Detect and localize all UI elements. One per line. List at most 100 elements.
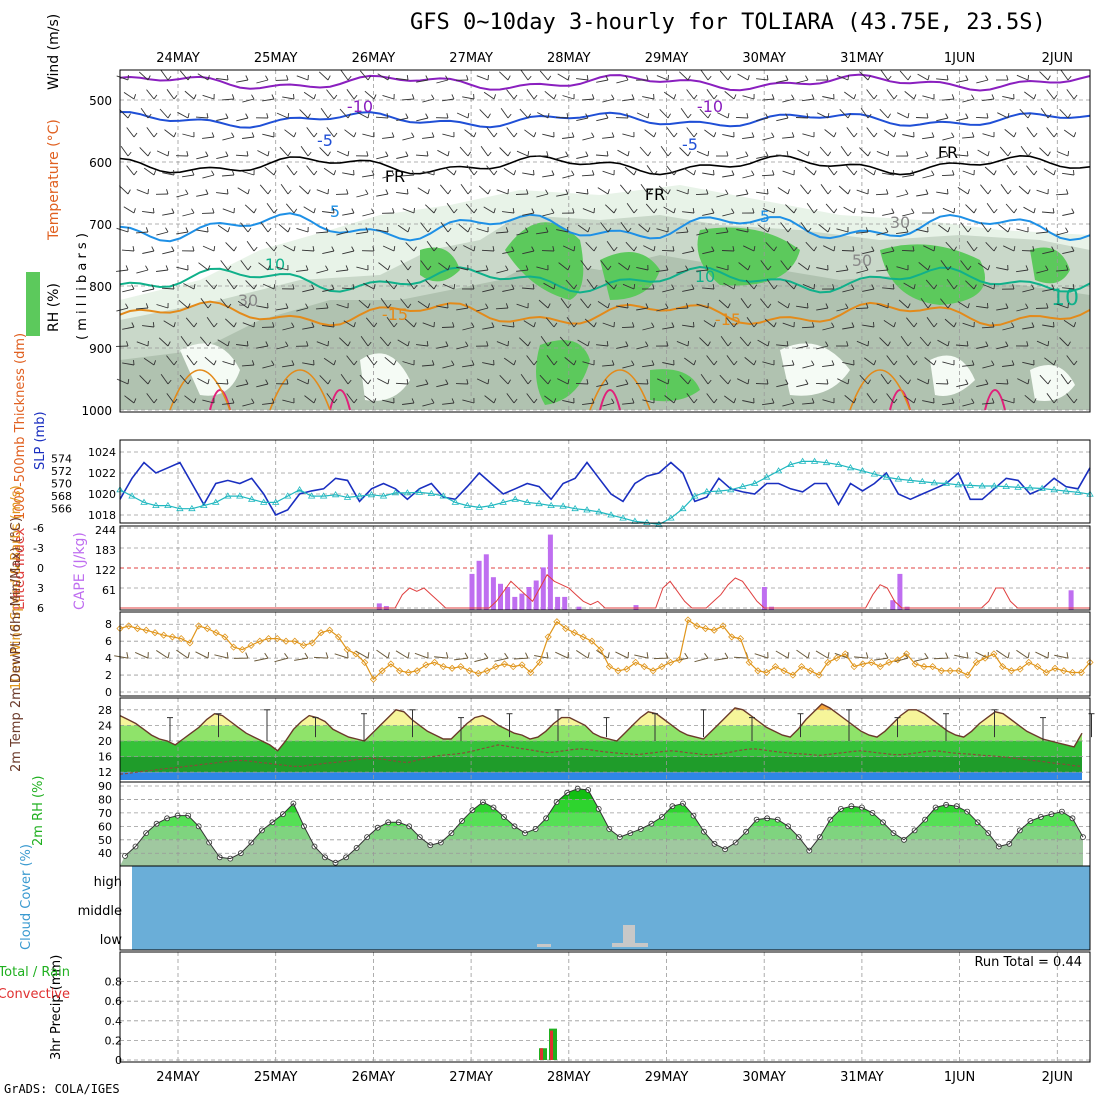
wind-barb-flag <box>473 246 476 252</box>
wind-barb <box>616 305 629 309</box>
wind-barb <box>656 75 669 81</box>
wind-barb <box>426 240 435 252</box>
wind-barb <box>397 339 409 347</box>
wind-barb-flag <box>365 189 369 195</box>
wind-barb-flag <box>633 246 637 252</box>
wind-barb <box>200 298 209 309</box>
wind-barb-flag <box>405 151 409 157</box>
wind-barb <box>258 262 269 271</box>
wind-barb-flag <box>1013 132 1017 138</box>
wind-barb <box>397 224 409 233</box>
wind-barb-flag <box>365 227 369 233</box>
wind-barb <box>846 165 855 176</box>
wind-barb-flag <box>451 360 455 366</box>
wind-barb-flag <box>925 189 929 195</box>
wind-barb <box>276 266 289 271</box>
wind-barb <box>436 345 449 349</box>
wind-barb <box>256 79 269 84</box>
wind-barb-flag <box>391 170 395 176</box>
wind-barb <box>462 326 475 331</box>
wind-point <box>632 658 640 666</box>
wind-barb-flag <box>427 227 432 233</box>
wind-barb <box>340 69 349 81</box>
wind-barb-flag <box>1067 75 1072 81</box>
wind-barb-flag <box>787 189 790 195</box>
wind-barb-flag <box>347 75 352 81</box>
wind-barb-flag <box>987 265 991 271</box>
wind-barb-flag <box>1025 265 1029 271</box>
surface-barb <box>1035 651 1049 659</box>
rh-band <box>120 826 1083 840</box>
wind-barb <box>982 133 995 138</box>
wind-barb <box>557 378 569 385</box>
wind-barb-flag <box>565 151 569 157</box>
wind-barb-flag <box>427 303 431 309</box>
wind-barb-flag <box>305 303 309 309</box>
wind-barb <box>702 172 715 176</box>
wind-barb <box>1055 269 1069 272</box>
surface-barb-flag <box>1066 652 1069 659</box>
wind-barb <box>356 266 369 271</box>
wind-barb-flag <box>411 398 415 404</box>
wind-barb <box>1036 269 1049 274</box>
temp-ylabel-group: 2m Temp 2m DewPt (6hr Min/Max) (°C) <box>9 517 24 772</box>
wind-barb <box>242 136 255 139</box>
wind-barb-flag <box>791 398 795 404</box>
wind-barb-flag <box>273 208 278 214</box>
wind-barb <box>756 191 769 195</box>
wind-barb <box>304 395 315 404</box>
wind-barb <box>976 383 989 388</box>
surface-barb-flag <box>245 652 249 659</box>
li-ylabel: Lifted Index <box>12 528 28 610</box>
wind-barb-flag <box>532 284 535 290</box>
wind-barb <box>626 202 635 214</box>
surface-barb <box>874 657 889 661</box>
wind-barb-flag <box>867 379 871 385</box>
wind-barb-flag <box>446 113 449 119</box>
wind-barb-flag <box>465 303 469 309</box>
wind-barb <box>617 149 629 157</box>
wind-barb <box>282 96 295 100</box>
cape-ytick: 183 <box>95 544 116 557</box>
wind-barb <box>1019 108 1029 119</box>
wind-barb-flag <box>611 360 615 366</box>
wind-barb <box>682 324 695 328</box>
wind-barb-flag <box>811 94 815 100</box>
wind-barb <box>246 240 255 252</box>
wind-barb <box>922 136 935 140</box>
wind-barb <box>256 383 269 388</box>
wind-barb <box>960 260 969 271</box>
wind-barb-flag <box>451 94 455 100</box>
wind-barb <box>120 145 129 157</box>
wind-barb-flag <box>426 341 429 347</box>
wind-barb-flag <box>651 322 655 328</box>
wind-barb-flag <box>1071 246 1075 252</box>
wind-barb-flag <box>533 94 538 100</box>
wind-barb-flag <box>813 283 816 290</box>
precip-legend-total: Total / Rain <box>0 965 70 980</box>
wind-barb-flag <box>671 284 675 290</box>
wind-barb-flag <box>667 151 672 157</box>
wind-barb-flag <box>486 341 489 347</box>
wind-barb <box>118 185 129 195</box>
wind-barb <box>962 402 975 407</box>
temp-ytick: 24 <box>98 719 112 732</box>
wind-barb <box>576 117 589 122</box>
wind-barb-flag <box>351 246 355 252</box>
wind-barb <box>182 174 195 178</box>
wind-barb-flag <box>827 189 832 195</box>
wind-barb-flag <box>427 265 432 271</box>
wind-barb-flag <box>493 398 497 404</box>
wind-barb <box>635 383 649 385</box>
upper-ytick: 900 <box>89 342 112 356</box>
wind-barb <box>402 402 415 405</box>
wind-barb <box>576 78 589 81</box>
wind-barb <box>862 211 875 214</box>
wind-barb-flag <box>513 170 517 176</box>
wind-barb-flag <box>353 132 357 138</box>
wind-barb-flag <box>225 151 229 157</box>
wind-barb <box>716 193 729 198</box>
surface-barb <box>853 656 869 659</box>
wind-barb <box>296 307 309 312</box>
wind-barb-flag <box>1031 284 1035 290</box>
